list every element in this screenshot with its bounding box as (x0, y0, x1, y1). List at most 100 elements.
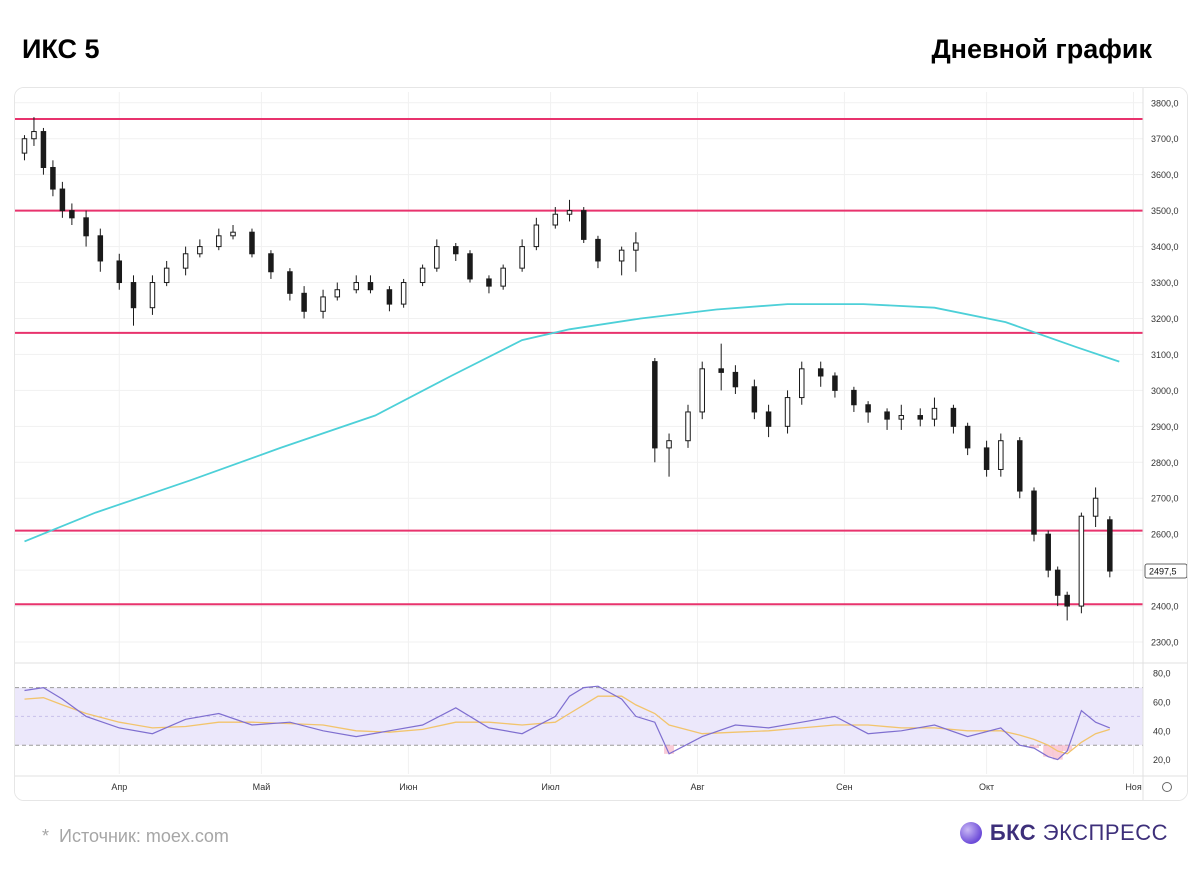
candle-body (163, 267, 170, 284)
candle (453, 242, 459, 261)
candle (97, 228, 104, 272)
candle (865, 401, 871, 423)
price-tick-label: 2600,0 (1151, 530, 1179, 540)
candle-body (765, 411, 772, 427)
candle (83, 210, 89, 247)
candle (917, 408, 923, 427)
rsi-oversold-fill (1028, 745, 1039, 749)
rsi-tick-label: 20,0 (1153, 755, 1171, 765)
candle-body (400, 282, 407, 305)
price-tick-label: 3800,0 (1151, 98, 1179, 108)
candle-body (149, 282, 156, 309)
candle-body (1054, 569, 1061, 596)
candle-body (434, 246, 440, 269)
candle (367, 275, 374, 294)
candle (533, 217, 540, 251)
price-tick-label: 3400,0 (1151, 242, 1179, 252)
candle (40, 127, 47, 175)
candle (552, 207, 559, 229)
candle (500, 264, 506, 290)
candle-body (699, 368, 705, 413)
candle-body (69, 210, 75, 219)
candle (400, 278, 407, 308)
price-pane-background (15, 88, 1187, 800)
candle-body (666, 440, 672, 449)
candle-body (268, 253, 274, 273)
candle (898, 404, 905, 430)
candle-body (552, 213, 559, 226)
source-note: * Источник: moex.com (42, 826, 229, 847)
candle (31, 117, 37, 146)
candle (580, 207, 587, 243)
price-tick-label: 2700,0 (1151, 494, 1179, 504)
candle (182, 246, 189, 276)
source-text: Источник: moex.com (59, 826, 229, 846)
candle-body (998, 440, 1004, 470)
candle (851, 386, 857, 412)
candle-body (1017, 440, 1023, 492)
chart-timeframe-title: Дневной график (931, 34, 1152, 64)
brand-name-bold: БКС (989, 820, 1037, 845)
price-tick-label: 2400,0 (1151, 602, 1179, 612)
candle (633, 232, 639, 272)
candle-body (633, 242, 639, 251)
candle (998, 433, 1004, 477)
rsi-tick-label: 80,0 (1153, 669, 1171, 679)
candle-body (917, 415, 923, 420)
candle (832, 372, 838, 398)
price-tick-label: 2800,0 (1151, 458, 1179, 468)
rsi-tick-label: 40,0 (1153, 726, 1171, 736)
candle (59, 181, 66, 218)
moving-average-line (24, 303, 1120, 543)
candle (353, 275, 359, 294)
brand-logo: БКС ЭКСПРЕСС (959, 820, 1168, 846)
candle (751, 379, 758, 420)
candle (287, 268, 293, 301)
price-chart[interactable]: 3800,0 3700,0 3600,0 3500,0 3400,0 3300,0 3200… (15, 88, 1187, 800)
candle-body (685, 411, 691, 442)
chart-settings-icon (1162, 782, 1172, 792)
candle-body (386, 289, 393, 305)
candle (149, 275, 156, 315)
candle-body (898, 415, 905, 420)
candle-body (1064, 594, 1070, 607)
candle-body (519, 246, 525, 269)
candle-body (983, 447, 990, 470)
candle (765, 404, 772, 438)
price-tick-label: 3300,0 (1151, 278, 1179, 288)
rsi-oversold-fill (664, 745, 675, 754)
candle (130, 275, 137, 326)
candle (666, 433, 672, 477)
candle-body (249, 231, 255, 255)
candle-body (216, 235, 222, 248)
candle (386, 286, 393, 312)
candle (268, 250, 274, 279)
candle-body (1031, 490, 1037, 535)
candle-body (31, 131, 37, 140)
candle (216, 228, 222, 251)
chart-ticker-title: ИКС 5 (22, 34, 100, 64)
candle-body (618, 249, 625, 262)
candle-body (950, 407, 957, 427)
candle (1054, 566, 1061, 607)
time-tick-label: Апр (111, 782, 127, 792)
candle (163, 260, 170, 287)
candle-body (1092, 497, 1099, 517)
candle (467, 250, 473, 283)
candle (732, 365, 739, 394)
candle-body (301, 292, 307, 312)
candle-body (130, 282, 137, 309)
candle-body (851, 389, 857, 406)
candle-body (1045, 533, 1051, 571)
candle (983, 440, 990, 477)
candle-body (367, 282, 374, 291)
source-asterisk: * (42, 826, 50, 846)
candle-body (732, 371, 739, 388)
candle (618, 246, 625, 276)
candle-body (718, 368, 724, 373)
candle-body (931, 407, 938, 420)
candle-body (116, 260, 123, 284)
candle (784, 390, 791, 434)
candle (964, 422, 971, 456)
candle (69, 203, 75, 226)
